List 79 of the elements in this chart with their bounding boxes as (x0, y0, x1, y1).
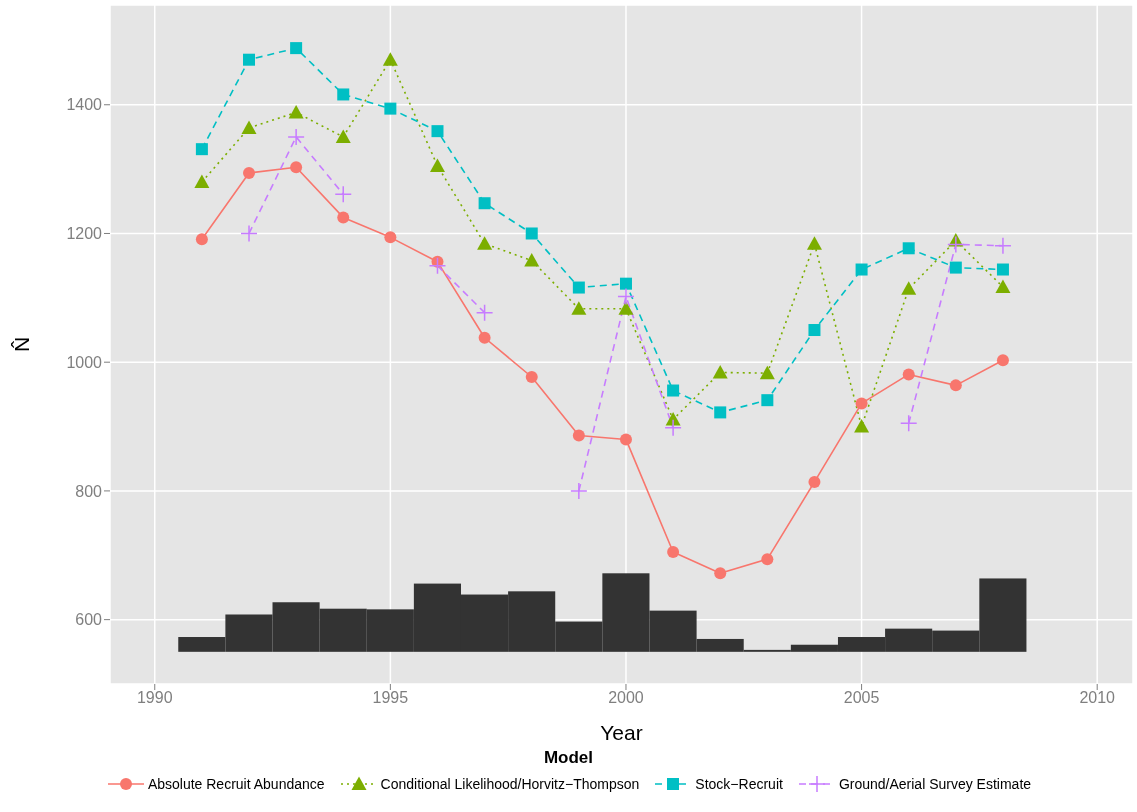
point (384, 102, 397, 115)
point (477, 236, 493, 250)
point (759, 365, 775, 380)
y-tick-label: 1200 (66, 225, 103, 243)
point (947, 235, 965, 254)
point (855, 397, 868, 410)
point (194, 174, 210, 188)
point (243, 53, 256, 66)
point (899, 414, 918, 433)
point (524, 253, 540, 267)
x-tick-label: 2010 (1079, 689, 1116, 707)
point (571, 301, 587, 315)
point (761, 553, 774, 566)
point (428, 256, 447, 275)
point (618, 301, 634, 315)
point (431, 125, 444, 138)
point (949, 379, 962, 392)
point (335, 129, 351, 143)
point (619, 277, 632, 290)
point (949, 261, 962, 274)
point (667, 546, 680, 559)
y-tick-label: 600 (75, 611, 103, 629)
point (619, 433, 632, 446)
point (806, 236, 822, 250)
x-tick-label: 2005 (843, 689, 880, 707)
legend-label: Conditional Likelihood/Horvitz−Thompson (380, 776, 640, 792)
point (195, 143, 208, 156)
point (996, 263, 1009, 276)
point (525, 227, 538, 240)
point (382, 52, 398, 66)
y-tick-label: 1000 (66, 353, 103, 371)
x-tick-label: 1990 (136, 689, 173, 707)
point (290, 161, 303, 174)
point (478, 197, 491, 210)
point (761, 394, 774, 407)
point (287, 128, 305, 146)
point (855, 263, 868, 276)
point (570, 482, 588, 500)
point (478, 331, 491, 344)
point (572, 281, 585, 294)
y-axis-title: N̂ (10, 336, 34, 353)
legend-label: Stock−Recruit (695, 776, 783, 792)
point (288, 104, 304, 119)
point (525, 371, 538, 383)
point (475, 303, 494, 322)
point (240, 224, 258, 243)
x-tick-label: 2000 (608, 689, 644, 707)
point (714, 567, 727, 580)
legend-label: Absolute Recruit Abundance (147, 776, 325, 792)
point (712, 365, 728, 379)
point (808, 324, 821, 337)
point (572, 429, 585, 442)
point (664, 419, 682, 437)
point (429, 158, 445, 172)
point (334, 185, 352, 203)
point (337, 88, 350, 101)
point (243, 166, 256, 179)
point (808, 475, 821, 488)
point (290, 42, 303, 55)
point (854, 419, 870, 433)
point (195, 233, 208, 246)
point (996, 354, 1009, 367)
point (617, 287, 635, 306)
x-tick-label: 1995 (372, 689, 409, 707)
point (337, 211, 350, 224)
y-tick-label: 800 (75, 482, 103, 500)
point (901, 281, 917, 295)
point (384, 231, 397, 244)
y-tick-label: 1400 (66, 96, 103, 114)
legend-label: Ground/Aerial Survey Estimate (838, 776, 1032, 792)
point (902, 242, 915, 255)
x-axis-title: Year (600, 721, 643, 744)
point (902, 368, 915, 381)
legend-title: Model (543, 748, 594, 768)
point (995, 279, 1011, 293)
point (714, 406, 727, 419)
point (241, 120, 257, 134)
point (667, 384, 680, 397)
point (994, 236, 1012, 255)
